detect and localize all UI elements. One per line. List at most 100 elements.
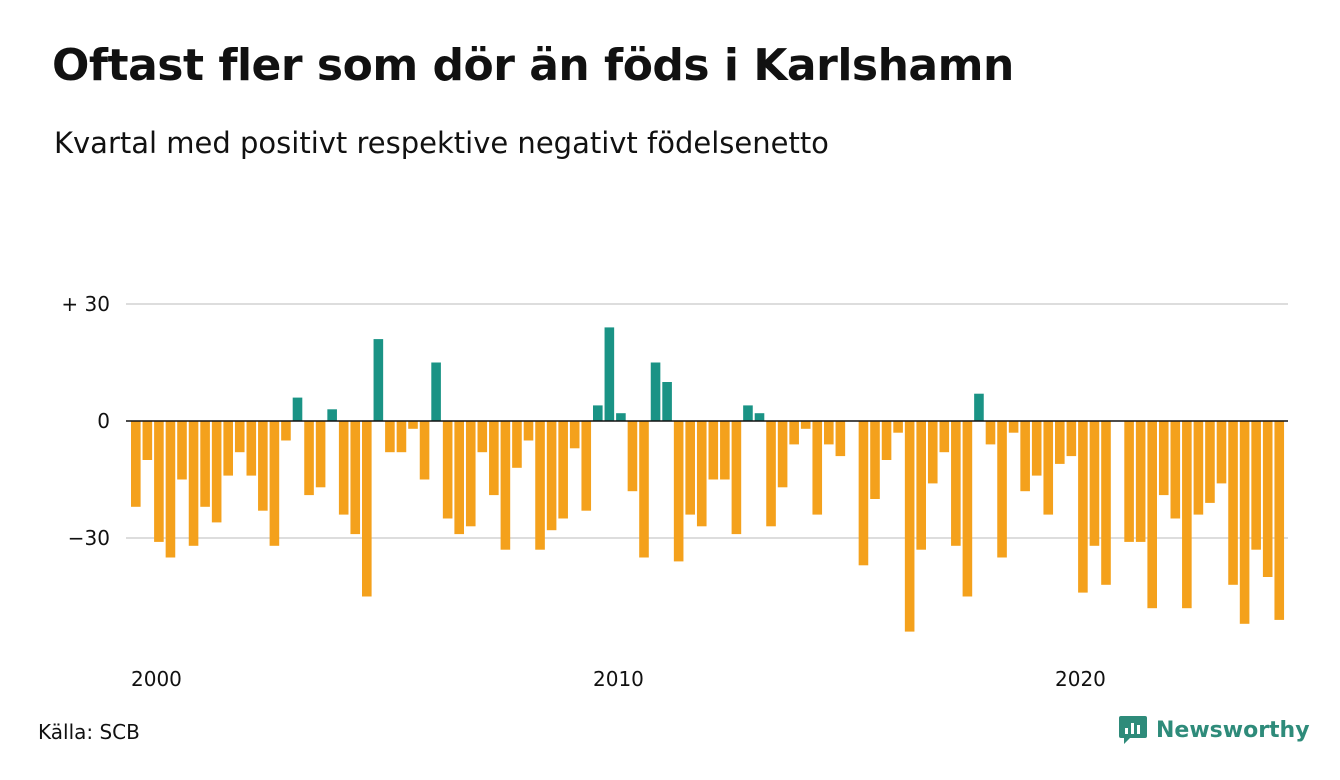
bar-positive <box>662 382 672 421</box>
chart-subtitle: Kvartal med positivt respektive negativt… <box>54 126 829 160</box>
bar-negative <box>569 421 580 449</box>
bar-negative <box>1089 421 1100 546</box>
bar-positive <box>616 413 626 421</box>
bar-negative <box>535 421 545 550</box>
bar-negative <box>269 421 280 546</box>
bar-negative <box>362 421 372 597</box>
bar-negative <box>165 421 176 558</box>
bar-negative <box>465 421 476 527</box>
x-tick-label: 2000 <box>131 667 182 691</box>
brand-logo[interactable]: Newsworthy <box>1118 714 1310 746</box>
bar-negative <box>350 421 361 535</box>
bar-positive <box>604 327 615 421</box>
bar-negative <box>1066 421 1077 457</box>
bar-negative <box>1078 421 1088 593</box>
bar-negative <box>639 421 649 558</box>
bar-negative <box>985 421 996 445</box>
bar-negative <box>396 421 407 453</box>
bar-negative <box>246 421 257 476</box>
bar-negative <box>997 421 1007 558</box>
bar-negative <box>338 421 349 515</box>
bar-chart: + 30 0 −30 2000 2010 2020 <box>61 292 1288 691</box>
bar-negative <box>777 421 788 488</box>
bar-negative <box>200 421 210 507</box>
bar-negative <box>1205 421 1215 503</box>
bar-negative <box>1262 421 1273 577</box>
bar-negative <box>731 421 742 535</box>
bar-negative <box>523 421 534 441</box>
bar-negative <box>789 421 799 445</box>
y-tick-label: + 30 <box>61 292 110 316</box>
bar-negative <box>1193 421 1204 515</box>
bar-negative <box>512 421 522 468</box>
bar-negative <box>1124 421 1134 542</box>
bar-negative <box>1216 421 1227 484</box>
bar-negative <box>581 421 592 511</box>
bar-negative <box>558 421 568 519</box>
bar-positive <box>650 362 661 421</box>
bar-negative <box>835 421 846 457</box>
bar-negative <box>154 421 164 542</box>
chart-title: Oftast fler som dör än föds i Karlshamn <box>52 40 1014 91</box>
bar-negative <box>1101 421 1111 585</box>
bar-negative <box>419 421 430 480</box>
newsworthy-logo-icon <box>1119 716 1147 744</box>
bar-negative <box>1055 421 1065 464</box>
x-tick-label: 2010 <box>593 667 644 691</box>
bar-negative <box>951 421 961 546</box>
bar-negative <box>812 421 823 515</box>
bar-negative <box>408 421 418 429</box>
bar-positive <box>974 393 984 421</box>
bar-negative <box>1170 421 1181 519</box>
bar-negative <box>1008 421 1019 433</box>
bar-negative <box>685 421 695 515</box>
bar-negative <box>477 421 488 453</box>
bar-negative <box>673 421 684 562</box>
bar-negative <box>489 421 499 496</box>
bar-negative <box>1031 421 1042 476</box>
bar-negative <box>1228 421 1238 585</box>
bar-negative <box>1135 421 1146 542</box>
bar-negative <box>1182 421 1192 609</box>
bar-negative <box>881 421 892 460</box>
bar-positive <box>754 413 765 421</box>
bar-negative <box>1147 421 1157 609</box>
bar-negative <box>893 421 903 433</box>
bar-negative <box>454 421 464 535</box>
bar-negative <box>1274 421 1285 620</box>
bar-negative <box>858 421 869 566</box>
bar-negative <box>131 421 141 507</box>
brand-name: Newsworthy <box>1156 717 1310 743</box>
bar-negative <box>177 421 187 480</box>
bar-negative <box>1239 421 1250 624</box>
bar-negative <box>385 421 395 453</box>
bar-negative <box>546 421 557 531</box>
bar-negative <box>142 421 153 460</box>
bar-positive <box>743 405 753 421</box>
bar-negative <box>281 421 291 441</box>
bar-negative <box>627 421 638 492</box>
bar-negative <box>939 421 950 453</box>
x-tick-label: 2020 <box>1055 667 1106 691</box>
bar-negative <box>870 421 880 499</box>
bar-negative <box>188 421 199 546</box>
source-note: Källa: SCB <box>38 720 140 744</box>
bar-negative <box>258 421 268 511</box>
bar-positive <box>327 409 337 421</box>
bar-positive <box>431 362 441 421</box>
y-tick-label: −30 <box>68 526 110 550</box>
bar-negative <box>800 421 811 429</box>
bar-negative <box>1158 421 1169 496</box>
bar-positive <box>373 339 384 421</box>
bar-negative <box>1251 421 1261 550</box>
bar-negative <box>766 421 776 527</box>
bar-negative <box>962 421 973 597</box>
bar-negative <box>442 421 453 519</box>
bar-negative <box>904 421 915 632</box>
bar-positive <box>292 397 303 421</box>
bar-negative <box>720 421 730 480</box>
bar-negative <box>304 421 314 496</box>
bar-negative <box>824 421 834 445</box>
bar-negative <box>927 421 938 484</box>
bar-negative <box>916 421 926 550</box>
